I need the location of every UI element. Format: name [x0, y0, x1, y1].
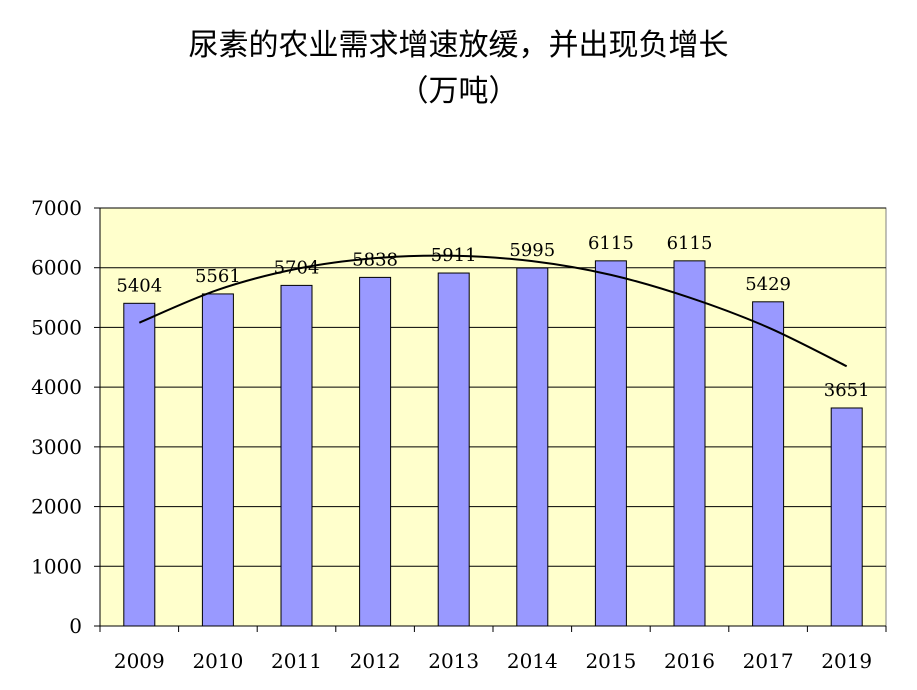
chart-subtitle: （万吨） — [398, 74, 519, 109]
y-tick-label: 4000 — [31, 375, 82, 399]
bar — [201, 293, 234, 627]
data-label: 5838 — [352, 249, 398, 270]
y-axis: 0 1000 2000 3000 4000 5000 6000 7000 — [31, 196, 101, 638]
data-label: 6115 — [588, 233, 634, 254]
x-tick-label: 2017 — [743, 649, 794, 673]
bar — [123, 302, 156, 627]
data-label: 5911 — [431, 245, 477, 266]
bar — [594, 260, 627, 627]
data-label: 6115 — [667, 233, 713, 254]
x-tick-label: 2014 — [507, 649, 558, 673]
bar — [359, 276, 392, 627]
x-tick-label: 2009 — [114, 649, 165, 673]
data-labels: 5404 5561 5704 5838 5911 5995 6115 6115 5429 3651 — [116, 233, 869, 401]
x-tick-label: 2010 — [192, 649, 243, 673]
data-label: 5404 — [116, 275, 162, 296]
y-tick-label: 5000 — [31, 315, 82, 339]
chart-title: 尿素的农业需求增速放缓，并出现负增长 — [188, 28, 729, 63]
trendline — [138, 254, 848, 368]
x-tick-label: 2011 — [271, 649, 322, 673]
data-label: 5429 — [745, 274, 791, 295]
bar — [280, 284, 313, 627]
bar — [673, 260, 706, 627]
x-tick-label: 2013 — [428, 649, 479, 673]
bars — [123, 260, 863, 627]
x-tick-label: 2016 — [664, 649, 715, 673]
y-tick-label: 1000 — [31, 554, 82, 578]
y-tick-label: 7000 — [31, 196, 82, 220]
x-tick-label: 2019 — [821, 649, 872, 673]
bar — [516, 267, 549, 627]
y-tick-label: 6000 — [31, 256, 82, 280]
x-tick-label: 2012 — [350, 649, 401, 673]
x-axis: 2009 2010 2011 2012 2013 2014 2015 2016 2017 2019 — [99, 625, 887, 673]
data-label: 3651 — [824, 380, 870, 401]
bar — [752, 301, 785, 627]
bar — [830, 407, 863, 627]
data-label: 5704 — [274, 257, 320, 278]
bar — [437, 272, 470, 627]
y-tick-label: 0 — [69, 614, 82, 638]
y-tick-label: 2000 — [31, 495, 82, 519]
y-tick-label: 3000 — [31, 435, 82, 459]
data-label: 5561 — [195, 266, 241, 287]
data-label: 5995 — [509, 240, 555, 261]
x-tick-label: 2015 — [585, 649, 636, 673]
